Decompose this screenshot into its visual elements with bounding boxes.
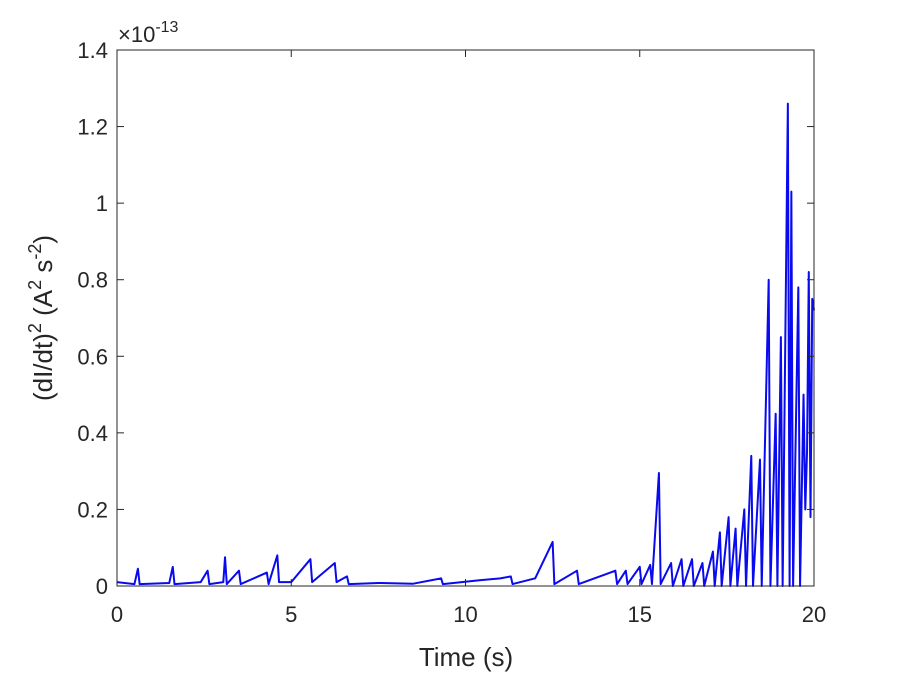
x-axis-label: Time (s) (419, 642, 513, 672)
y-tick-label: 1.2 (77, 115, 108, 140)
y-axis-label-part: ) (28, 235, 58, 244)
data-line (116, 102, 815, 587)
axes-box (116, 49, 815, 587)
x-tick-label: 10 (453, 602, 477, 627)
y-tick-label: 0.2 (77, 497, 108, 522)
y-tick-label: 1.4 (77, 38, 108, 63)
y-axis-label-superscript: 2 (25, 280, 45, 290)
multiplier-base: ×10 (118, 22, 155, 47)
multiplier-exponent: -13 (155, 19, 178, 36)
y-axis-label-part: s (28, 260, 58, 280)
y-axis-label: (dI/dt)2 (A2 s-2) (25, 235, 58, 401)
y-tick-label: 1 (96, 191, 108, 216)
y-tick-label: 0.4 (77, 421, 108, 446)
x-tick-label: 5 (285, 602, 297, 627)
y-axis-label-superscript: -2 (25, 244, 45, 260)
x-tick-label: 0 (111, 602, 123, 627)
y-axis-label-part: (dI/dt) (28, 333, 58, 401)
y-tick-label: 0.6 (77, 344, 108, 369)
y-multiplier: ×10-13 (118, 19, 179, 47)
y-tick-label: 0.8 (77, 268, 108, 293)
x-tick-label: 15 (628, 602, 652, 627)
y-tick-label: 0 (96, 574, 108, 599)
x-tick-label: 20 (802, 602, 826, 627)
y-axis-label-superscript: 2 (25, 323, 45, 333)
y-axis-label-part: (A (28, 289, 58, 323)
